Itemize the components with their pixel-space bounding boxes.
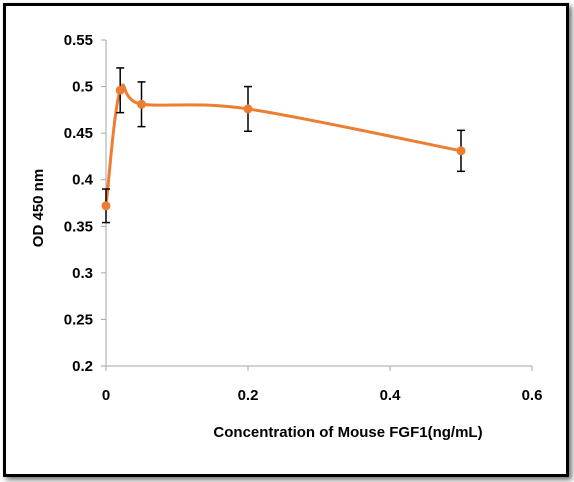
y-tick-label: 0.35 [64, 218, 93, 235]
x-axis-ticks: 0 0.2 0.4 0.6 [102, 366, 543, 404]
x-tick-label: 0.6 [522, 387, 543, 404]
y-tick-label: 0.3 [72, 265, 93, 282]
data-point [101, 201, 111, 211]
y-tick-label: 0.2 [72, 358, 93, 375]
data-point [456, 146, 466, 156]
x-tick-label: 0.4 [380, 387, 402, 404]
y-tick-label: 0.25 [64, 311, 93, 328]
data-point [243, 104, 253, 114]
data-point [137, 99, 146, 109]
y-tick-label: 0.45 [64, 125, 93, 142]
y-axis-ticks: 0.2 0.25 0.3 0.35 0.4 0.45 0.5 0.55 [64, 32, 106, 375]
data-point [115, 85, 125, 95]
x-tick-label: 0.2 [238, 387, 259, 404]
series-line [104, 83, 462, 206]
y-tick-label: 0.4 [72, 172, 94, 189]
y-tick-label: 0.55 [64, 32, 93, 49]
y-axis-title: OD 450 nm [30, 169, 47, 247]
chart-frame [3, 3, 569, 477]
x-tick-label: 0 [102, 387, 110, 404]
series-layer [101, 67, 466, 224]
y-tick-label: 0.5 [72, 79, 93, 96]
x-axis-title: Concentration of Mouse FGF1(ng/mL) [213, 424, 482, 441]
